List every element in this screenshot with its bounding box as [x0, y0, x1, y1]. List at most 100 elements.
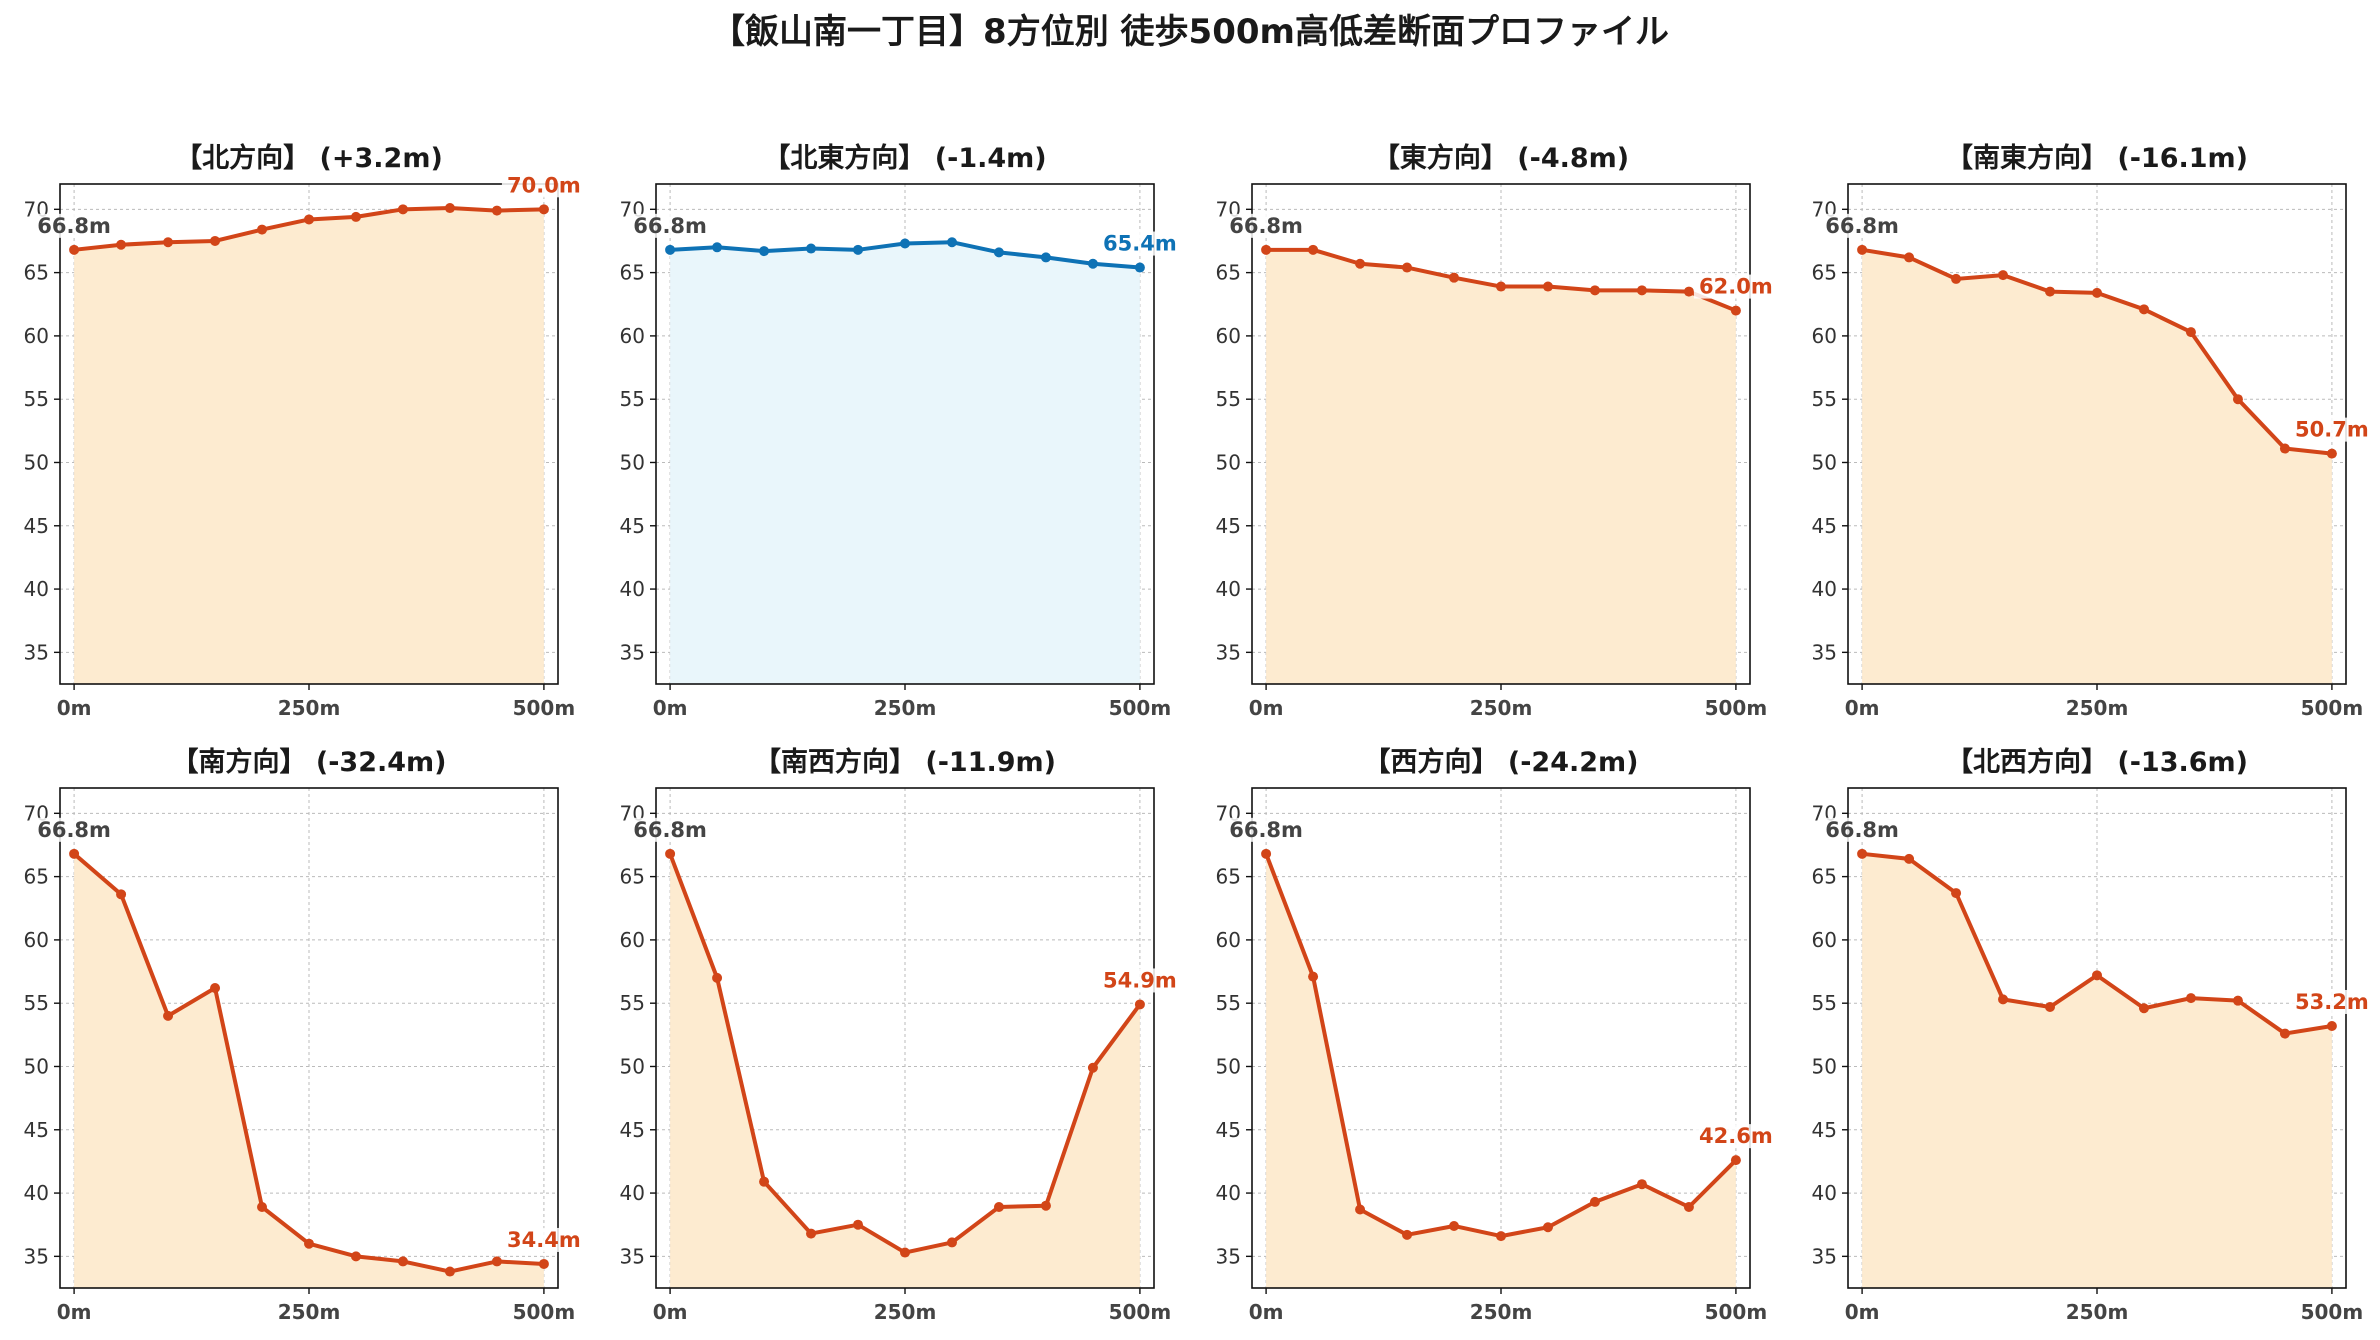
x-tick-label: 0m	[1845, 696, 1880, 720]
y-tick-label: 55	[620, 991, 645, 1015]
end-elevation-label: 54.9m	[1103, 968, 1177, 992]
y-tick-label: 35	[1216, 1244, 1241, 1268]
y-tick-label: 35	[1216, 640, 1241, 664]
start-label-bg	[32, 213, 117, 238]
data-point	[1589, 1196, 1600, 1207]
data-point	[397, 204, 408, 215]
y-tick-label: 65	[1216, 865, 1241, 889]
x-tick-label: 250m	[874, 1300, 937, 1324]
data-point	[1683, 1201, 1694, 1212]
y-tick-label: 65	[620, 261, 645, 285]
data-point	[538, 204, 549, 215]
end-label-bg	[2289, 989, 2374, 1014]
data-point	[1308, 971, 1319, 982]
data-point	[1951, 273, 1962, 284]
y-tick-label: 65	[24, 865, 49, 889]
start-label-bg	[1820, 817, 1905, 842]
end-label-bg	[1693, 1124, 1778, 1149]
end-elevation-label: 62.0m	[1699, 275, 1773, 299]
y-tick-label: 60	[1216, 928, 1241, 952]
x-tick-label: 0m	[57, 696, 92, 720]
data-point	[900, 238, 910, 249]
start-label-bg	[628, 817, 713, 842]
data-point	[2092, 970, 2102, 981]
x-tick-label: 250m	[2066, 696, 2129, 720]
x-tick-label: 500m	[2301, 696, 2364, 720]
data-point	[491, 205, 502, 216]
y-tick-label: 50	[1216, 1054, 1241, 1078]
data-point	[2279, 443, 2290, 454]
data-point	[759, 1176, 770, 1187]
start-label-bg	[628, 213, 713, 238]
start-label-bg	[1820, 213, 1905, 238]
data-point	[712, 242, 723, 253]
data-point	[806, 1228, 817, 1239]
y-tick-label: 35	[24, 1244, 49, 1268]
y-tick-label: 45	[1216, 1118, 1241, 1142]
y-tick-label: 60	[1812, 324, 1837, 348]
elevation-area	[670, 242, 1140, 684]
x-tick-label: 500m	[513, 696, 576, 720]
data-point	[1636, 1179, 1647, 1190]
start-elevation-label: 66.8m	[633, 214, 707, 238]
elevation-area	[1266, 853, 1736, 1288]
start-elevation-label: 66.8m	[37, 818, 111, 842]
x-tick-label: 0m	[653, 1300, 688, 1324]
y-tick-label: 65	[24, 261, 49, 285]
data-point	[1134, 999, 1145, 1010]
data-point	[1683, 286, 1694, 297]
data-point	[116, 889, 127, 900]
x-tick-label: 250m	[2066, 1300, 2129, 1324]
elevation-area	[1862, 249, 2332, 684]
data-point	[1402, 1229, 1413, 1240]
data-point	[1261, 244, 1272, 255]
end-label-bg	[1097, 231, 1182, 256]
start-elevation-label: 66.8m	[633, 818, 707, 842]
x-tick-label: 500m	[1109, 1300, 1172, 1324]
y-tick-label: 60	[1216, 324, 1241, 348]
data-point	[2326, 448, 2337, 459]
panel-title: 【西方向】 (-24.2m)	[1363, 746, 1638, 778]
y-tick-label: 35	[1812, 640, 1837, 664]
y-tick-label: 45	[24, 1118, 49, 1142]
data-point	[116, 239, 127, 250]
x-tick-label: 0m	[653, 696, 688, 720]
y-tick-label: 45	[24, 514, 49, 538]
end-label-bg	[1693, 274, 1778, 299]
data-point	[257, 224, 268, 235]
start-elevation-label: 66.8m	[1229, 214, 1303, 238]
start-elevation-label: 66.8m	[37, 214, 111, 238]
data-point	[491, 1256, 502, 1267]
x-tick-label: 0m	[57, 1300, 92, 1324]
panel-title: 【北方向】 (+3.2m)	[175, 142, 443, 174]
elevation-area	[670, 853, 1140, 1288]
y-tick-label: 65	[1812, 865, 1837, 889]
y-tick-label: 35	[620, 1244, 645, 1268]
panel-title: 【北東方向】 (-1.4m)	[763, 142, 1046, 174]
y-tick-label: 65	[1812, 261, 1837, 285]
elevation-area	[1266, 249, 1736, 684]
data-point	[444, 203, 455, 214]
y-tick-label: 50	[1812, 450, 1837, 474]
data-point	[1998, 994, 2009, 1005]
start-elevation-label: 66.8m	[1825, 214, 1899, 238]
start-elevation-label: 66.8m	[1825, 818, 1899, 842]
end-elevation-label: 53.2m	[2295, 990, 2369, 1014]
y-tick-label: 35	[620, 640, 645, 664]
y-tick-label: 50	[24, 1054, 49, 1078]
data-point	[853, 1219, 864, 1230]
data-point	[538, 1258, 549, 1269]
end-elevation-label: 65.4m	[1103, 232, 1177, 256]
y-tick-label: 40	[1812, 1181, 1837, 1205]
data-point	[1636, 285, 1647, 296]
data-point	[853, 244, 864, 255]
data-point	[1134, 262, 1145, 273]
y-tick-label: 50	[620, 1054, 645, 1078]
y-tick-label: 45	[620, 514, 645, 538]
data-point	[1308, 244, 1319, 255]
y-tick-label: 65	[1216, 261, 1241, 285]
data-point	[2138, 304, 2149, 315]
data-point	[946, 1237, 957, 1248]
